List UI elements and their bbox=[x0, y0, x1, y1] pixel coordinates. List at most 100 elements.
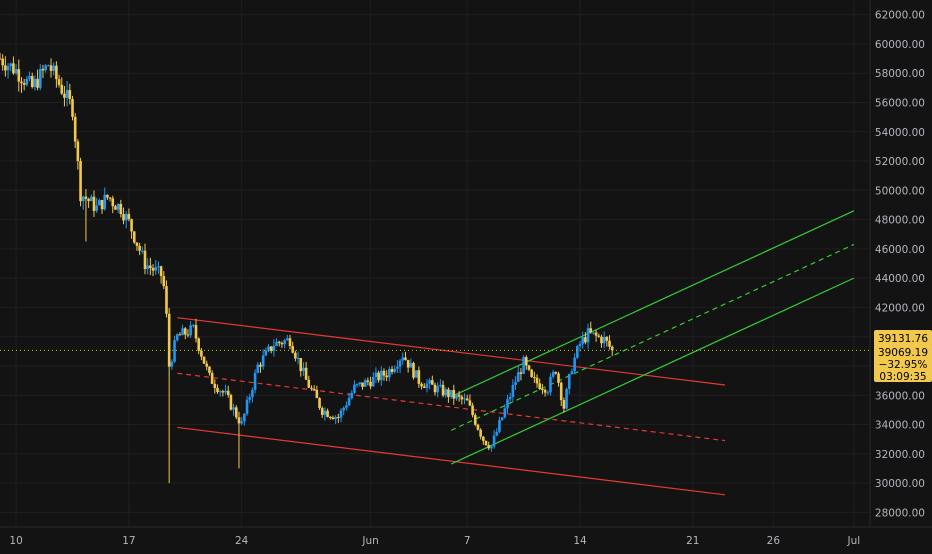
marker-price-badge bbox=[874, 330, 932, 346]
time-tick-label: 21 bbox=[686, 535, 699, 547]
candle-down bbox=[543, 389, 547, 393]
channel-boundary-line bbox=[450, 277, 855, 465]
candle-up bbox=[189, 325, 192, 336]
candle-up bbox=[379, 370, 383, 381]
candle-down bbox=[390, 369, 394, 372]
candle-down bbox=[165, 286, 168, 314]
candle-down bbox=[361, 382, 364, 387]
candle-down bbox=[385, 375, 388, 378]
candle-down bbox=[280, 343, 284, 345]
candle-up bbox=[495, 431, 499, 436]
candle-down bbox=[315, 390, 319, 399]
candle-up bbox=[116, 203, 120, 210]
price-tick-label: 36000.00 bbox=[875, 390, 925, 402]
candle-down bbox=[320, 407, 324, 415]
candle-down bbox=[412, 362, 415, 378]
candle-down bbox=[559, 382, 563, 401]
candle-down bbox=[17, 69, 21, 82]
time-tick-label: 7 bbox=[464, 535, 471, 547]
candle-down bbox=[111, 198, 115, 207]
candle-up bbox=[511, 384, 515, 397]
time-axis[interactable] bbox=[0, 527, 932, 550]
candle-up bbox=[65, 90, 69, 98]
candle-up bbox=[141, 250, 144, 252]
candle-up bbox=[52, 65, 56, 71]
candle-up bbox=[455, 394, 458, 399]
candle-down bbox=[366, 380, 370, 382]
candle-up bbox=[232, 407, 235, 410]
candle-up bbox=[192, 325, 195, 327]
candle-down bbox=[527, 365, 531, 370]
candle-down bbox=[465, 398, 469, 401]
candle-up bbox=[396, 366, 399, 369]
candle-down bbox=[318, 398, 321, 408]
candle-up bbox=[428, 380, 431, 384]
time-tick-label: 10 bbox=[9, 535, 22, 547]
candle-down bbox=[482, 436, 485, 441]
candle-down bbox=[1, 58, 4, 66]
channel-boundary-line bbox=[177, 317, 726, 386]
candle-up bbox=[95, 205, 98, 211]
candle-down bbox=[479, 429, 482, 437]
candle-up bbox=[578, 343, 582, 347]
candle-down bbox=[122, 214, 125, 221]
candle-up bbox=[154, 267, 158, 271]
price-tick-label: 34000.00 bbox=[875, 420, 925, 432]
candle-down bbox=[277, 341, 281, 344]
candle-up bbox=[275, 341, 278, 346]
candle-up bbox=[498, 420, 501, 432]
candle-down bbox=[541, 389, 544, 391]
candle-up bbox=[409, 362, 413, 368]
candle-up bbox=[342, 407, 346, 411]
candle-up bbox=[47, 65, 50, 67]
candle-down bbox=[151, 268, 155, 271]
candle-up bbox=[181, 328, 184, 336]
channel-boundary-line bbox=[177, 426, 726, 496]
candle-down bbox=[420, 383, 423, 387]
candle-up bbox=[302, 367, 305, 372]
candle-down bbox=[406, 359, 410, 368]
candle-up bbox=[371, 376, 375, 387]
marker-price-label: 39131.76 bbox=[878, 333, 928, 345]
candle-down bbox=[484, 440, 488, 446]
candle-down bbox=[452, 390, 456, 399]
price-axis[interactable] bbox=[870, 0, 932, 550]
time-tick-label: 14 bbox=[573, 535, 587, 547]
trend-channels[interactable] bbox=[177, 210, 855, 496]
candle-down bbox=[92, 196, 96, 211]
candle-down bbox=[100, 200, 104, 210]
candle-up bbox=[44, 65, 47, 71]
candle-down bbox=[210, 372, 214, 384]
candle-down bbox=[234, 407, 238, 418]
candle-up bbox=[264, 350, 268, 356]
candle-down bbox=[119, 203, 123, 215]
grid-lines bbox=[0, 0, 870, 527]
candle-down bbox=[608, 340, 611, 347]
candle-up bbox=[224, 390, 227, 393]
candle-down bbox=[68, 90, 72, 99]
channel-midline bbox=[177, 372, 726, 442]
candlestick-series bbox=[0, 52, 614, 484]
candle-down bbox=[57, 79, 61, 85]
candle-down bbox=[433, 384, 437, 393]
candle-up bbox=[243, 413, 246, 422]
price-tick-label: 56000.00 bbox=[875, 97, 925, 109]
candle-down bbox=[605, 336, 609, 341]
candle-down bbox=[167, 313, 171, 367]
time-tick-label: 26 bbox=[767, 535, 781, 547]
time-tick-label: 24 bbox=[235, 535, 249, 547]
candle-down bbox=[597, 335, 601, 337]
candle-down bbox=[524, 357, 528, 366]
candle-up bbox=[345, 405, 348, 408]
candle-up bbox=[449, 390, 453, 397]
candle-down bbox=[226, 390, 230, 396]
candle-up bbox=[25, 78, 29, 85]
candle-up bbox=[492, 435, 496, 447]
candle-down bbox=[108, 197, 112, 199]
last-price-badge bbox=[874, 344, 932, 382]
candle-down bbox=[186, 334, 190, 336]
candle-up bbox=[508, 396, 512, 400]
candle-down bbox=[162, 276, 166, 287]
